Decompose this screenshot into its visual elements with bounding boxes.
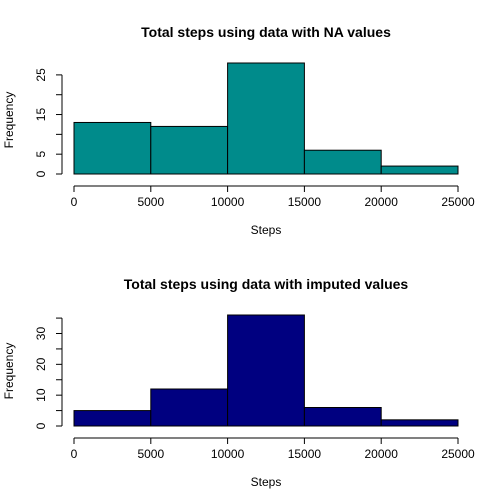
y-tick-label: 15 xyxy=(34,108,48,122)
x-tick-label: 25000 xyxy=(441,195,475,209)
bars xyxy=(73,314,459,427)
x-tick-label: 15000 xyxy=(288,195,322,209)
x-tick-label: 20000 xyxy=(365,195,399,209)
x-tick-label: 0 xyxy=(71,447,78,461)
bar xyxy=(380,419,459,427)
y-axis: 0 10 20 30 xyxy=(34,317,63,429)
histogram-imputed-values: Total steps using data with imputed valu… xyxy=(2,276,475,489)
y-axis: 0 5 15 25 xyxy=(34,68,63,177)
x-tick-label: 20000 xyxy=(365,447,399,461)
x-tick-label: 5000 xyxy=(137,447,164,461)
bar xyxy=(303,149,382,175)
x-axis: 0 5000 10000 15000 20000 25000 xyxy=(71,185,475,209)
bars xyxy=(73,62,459,175)
y-tick-label: 0 xyxy=(34,170,48,177)
chart-title: Total steps using data with imputed valu… xyxy=(124,276,409,292)
bar xyxy=(73,121,152,175)
x-tick-label: 10000 xyxy=(211,195,245,209)
y-tick-label: 10 xyxy=(34,388,48,402)
bar xyxy=(303,407,382,427)
chart-title: Total steps using data with NA values xyxy=(141,24,391,40)
bar xyxy=(73,410,152,427)
y-tick-label: 0 xyxy=(34,422,48,429)
y-tick-label: 20 xyxy=(34,357,48,371)
histogram-na-values: Total steps using data with NA values St… xyxy=(2,24,475,237)
x-axis: 0 5000 10000 15000 20000 25000 xyxy=(71,437,475,461)
bar xyxy=(150,388,229,427)
x-axis-title: Steps xyxy=(251,223,282,237)
x-tick-label: 0 xyxy=(71,195,78,209)
bar xyxy=(380,165,459,175)
y-tick-label: 5 xyxy=(34,151,48,158)
y-tick-label: 25 xyxy=(34,68,48,82)
bar xyxy=(227,314,305,427)
y-axis-title: Frequency xyxy=(2,343,16,400)
y-tick-label: 30 xyxy=(34,327,48,341)
x-tick-label: 25000 xyxy=(441,447,475,461)
bar xyxy=(227,62,305,175)
y-axis-title: Frequency xyxy=(2,92,16,149)
x-tick-label: 10000 xyxy=(211,447,245,461)
x-tick-label: 5000 xyxy=(137,195,164,209)
x-tick-label: 15000 xyxy=(288,447,322,461)
x-axis-title: Steps xyxy=(251,475,282,489)
bar xyxy=(150,125,229,175)
